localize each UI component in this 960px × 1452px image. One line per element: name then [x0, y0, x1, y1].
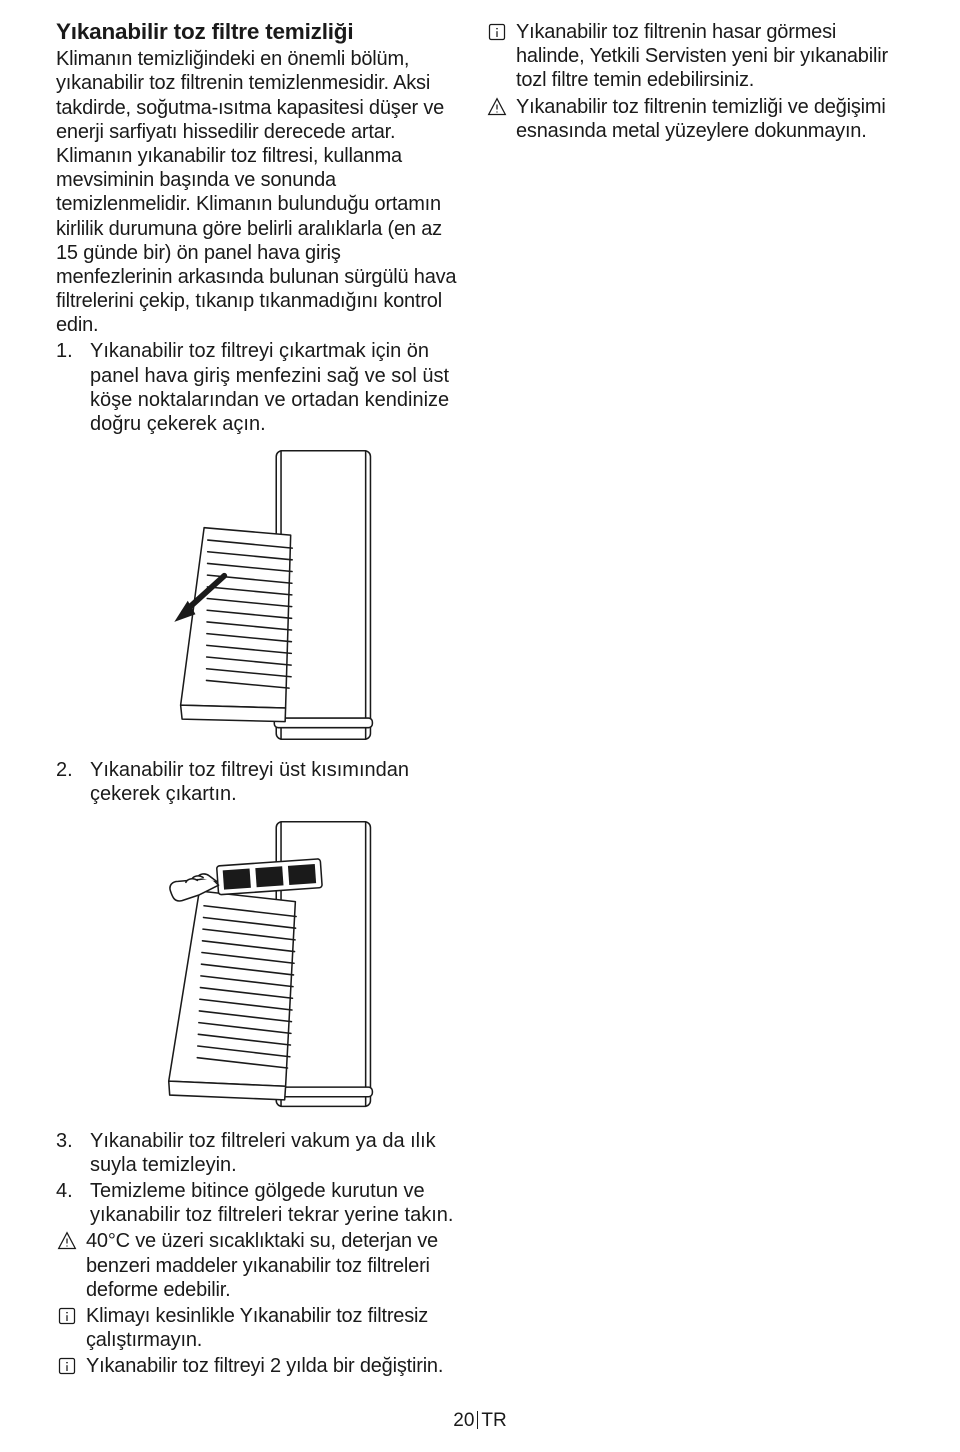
note-text: Yıkanabilir toz filtrenin hasar görmesi …	[516, 20, 888, 93]
info-icon	[56, 1304, 78, 1352]
step-1: 1. Yıkanabilir toz filtreyi çıkartmak iç…	[56, 339, 458, 436]
warning-icon	[56, 1229, 78, 1302]
info-icon	[486, 20, 508, 93]
step-number: 2.	[56, 758, 80, 806]
step-list-3: 3. Yıkanabilir toz filtreleri vakum ya d…	[56, 1129, 458, 1228]
step-text: Yıkanabilir toz filtreleri vakum ya da ı…	[90, 1129, 458, 1177]
language-code: TR	[481, 1410, 506, 1431]
step-number: 4.	[56, 1179, 80, 1227]
info-note: Klimayı kesinlikle Yıkanabilir toz filtr…	[56, 1304, 458, 1352]
note-text: 40°C ve üzeri sıcaklıktaki su, deterjan …	[86, 1229, 458, 1302]
filter-open-illustration	[132, 450, 382, 740]
filter-remove-illustration	[132, 821, 382, 1111]
step-number: 3.	[56, 1129, 80, 1177]
figure-2	[56, 821, 458, 1111]
step-text: Yıkanabilir toz filtreyi üst kısımından …	[90, 758, 458, 806]
page-number: 20	[453, 1410, 474, 1431]
figure-1	[56, 450, 458, 740]
footer-separator	[477, 1411, 478, 1429]
note-text: Yıkanabilir toz filtrenin temizliği ve d…	[516, 95, 888, 143]
step-list-2: 2. Yıkanabilir toz filtreyi üst kısımınd…	[56, 758, 458, 806]
step-list: 1. Yıkanabilir toz filtreyi çıkartmak iç…	[56, 339, 458, 436]
note-text: Klimayı kesinlikle Yıkanabilir toz filtr…	[86, 1304, 458, 1352]
step-2: 2. Yıkanabilir toz filtreyi üst kısımınd…	[56, 758, 458, 806]
page: Yıkanabilir toz filtre temizliği Klimanı…	[0, 0, 960, 1452]
note-text: Yıkanabilir toz filtreyi 2 yılda bir değ…	[86, 1354, 458, 1378]
section-title: Yıkanabilir toz filtre temizliği	[56, 18, 458, 45]
warning-icon	[486, 95, 508, 143]
info-note: Yıkanabilir toz filtrenin hasar görmesi …	[486, 20, 888, 93]
step-number: 1.	[56, 339, 80, 436]
left-column: Yıkanabilir toz filtre temizliği Klimanı…	[56, 18, 458, 1378]
step-4: 4. Temizleme bitince gölgede kurutun ve …	[56, 1179, 458, 1227]
columns: Yıkanabilir toz filtre temizliği Klimanı…	[56, 18, 904, 1378]
step-text: Temizleme bitince gölgede kurutun ve yık…	[90, 1179, 458, 1227]
warning-note: Yıkanabilir toz filtrenin temizliği ve d…	[486, 95, 888, 143]
intro-paragraph: Klimanın temizliğindeki en önemli bölüm,…	[56, 47, 458, 337]
page-footer: 20 TR	[0, 1410, 960, 1432]
right-column: Yıkanabilir toz filtrenin hasar görmesi …	[486, 18, 888, 1378]
info-note: Yıkanabilir toz filtreyi 2 yılda bir değ…	[56, 1354, 458, 1378]
step-3: 3. Yıkanabilir toz filtreleri vakum ya d…	[56, 1129, 458, 1177]
warning-note: 40°C ve üzeri sıcaklıktaki su, deterjan …	[56, 1229, 458, 1302]
info-icon	[56, 1354, 78, 1378]
step-text: Yıkanabilir toz filtreyi çıkartmak için …	[90, 339, 458, 436]
